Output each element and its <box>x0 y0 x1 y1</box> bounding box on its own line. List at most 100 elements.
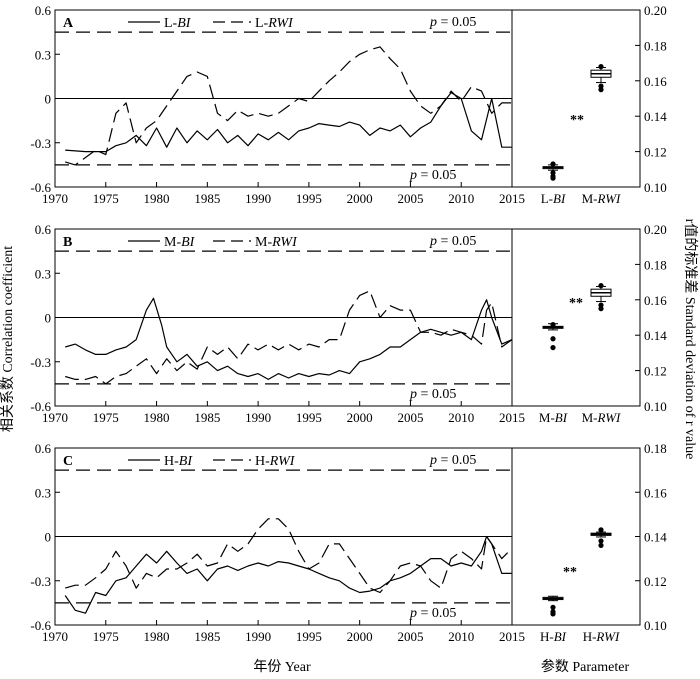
right-y-tick-label: 0.18 <box>644 257 667 272</box>
right-y-tick-label: 0.16 <box>644 485 667 500</box>
x-tick-label: 2000 <box>347 410 373 425</box>
x-tick-label: 1980 <box>144 191 170 206</box>
y-tick-label: -0.6 <box>30 180 51 195</box>
right-y-tick-label: 0.12 <box>644 574 667 589</box>
box-category-label: H-RWI <box>583 629 620 644</box>
legend-label: L-RWI <box>255 16 294 31</box>
threshold-label: p = 0.05 <box>409 606 456 621</box>
x-tick-label: 1990 <box>245 629 271 644</box>
legend-label: H-RWI <box>255 454 296 469</box>
y-tick-label: -0.6 <box>30 399 51 414</box>
series-line-L-RWI <box>65 46 512 166</box>
y-tick-label: 0.3 <box>35 485 51 500</box>
legend-label: M-BI <box>164 235 196 250</box>
x-tick-label: 1970 <box>42 629 68 644</box>
x-tick-label: 1975 <box>93 629 119 644</box>
x-tick-label: 2005 <box>397 410 423 425</box>
bottom-right-label: 参数 Parameter <box>541 658 630 675</box>
y-tick-label: 0 <box>45 311 52 326</box>
right-y-tick-label: 0.20 <box>644 3 667 18</box>
x-tick-label: 1975 <box>93 410 119 425</box>
box-outlier <box>598 527 604 533</box>
series-line-H-RWI <box>65 518 513 594</box>
right-y-tick-label: 0.14 <box>644 328 667 343</box>
legend-label: M-RWI <box>255 235 298 250</box>
threshold-label: p = 0.05 <box>409 387 456 402</box>
box-outlier <box>550 175 556 181</box>
legend-label: H-BI <box>164 454 193 469</box>
x-tick-label: 1985 <box>194 191 220 206</box>
x-tick-label: 1980 <box>144 629 170 644</box>
box-outlier <box>550 604 556 610</box>
right-y-tick-label: 0.14 <box>644 109 667 124</box>
x-tick-label: 2015 <box>499 191 525 206</box>
x-tick-label: 1995 <box>296 410 322 425</box>
box-outlier <box>550 336 556 342</box>
y-tick-label: 0.6 <box>35 222 52 237</box>
box-outlier <box>550 611 556 617</box>
panel-letter: C <box>63 454 73 469</box>
right-axis-label: r值的标准差 Standard deviation of r value <box>682 219 698 460</box>
box-outlier <box>550 161 556 167</box>
threshold-label: p = 0.05 <box>429 234 476 249</box>
box-outlier <box>598 538 604 544</box>
box-category-label: H-BI <box>540 629 567 644</box>
series-line-M-RWI <box>65 290 513 385</box>
y-tick-label: 0 <box>45 530 52 545</box>
x-tick-label: 2010 <box>448 410 474 425</box>
y-tick-label: -0.3 <box>30 355 51 370</box>
right-y-tick-label: 0.10 <box>644 399 667 414</box>
y-tick-label: 0.3 <box>35 266 51 281</box>
box-category-label: M-BI <box>539 410 568 425</box>
series-line-H-BI <box>64 535 512 614</box>
box-outlier <box>550 321 556 328</box>
y-tick-label: 0.6 <box>35 3 52 18</box>
box-category-label: L-BI <box>541 191 566 206</box>
panel-letter: B <box>63 235 72 250</box>
right-y-tick-label: 0.10 <box>644 618 667 633</box>
right-y-tick-label: 0.16 <box>644 74 667 89</box>
x-tick-label: 2015 <box>499 629 525 644</box>
box-category-label: M-RWI <box>582 410 621 425</box>
x-tick-label: 1985 <box>194 629 220 644</box>
box-outlier <box>598 283 604 289</box>
x-tick-label: 1995 <box>296 191 322 206</box>
series-line-M-BI <box>65 297 513 380</box>
series-line-L-BI <box>65 91 512 153</box>
box-outlier <box>550 344 556 351</box>
x-tick-label: 2005 <box>397 191 423 206</box>
y-tick-label: 0.3 <box>35 47 51 62</box>
bottom-left-label: 年份 Year <box>253 659 311 675</box>
threshold-label: p = 0.05 <box>409 168 456 183</box>
x-tick-label: 2005 <box>397 629 423 644</box>
x-tick-label: 2010 <box>448 191 474 206</box>
x-tick-label: 1970 <box>42 410 68 425</box>
x-tick-label: 2015 <box>499 410 525 425</box>
panel-letter: A <box>63 16 74 31</box>
right-y-tick-label: 0.12 <box>644 145 667 160</box>
y-tick-label: 0 <box>45 92 52 107</box>
right-y-tick-label: 0.20 <box>644 222 667 237</box>
significance-label: ** <box>569 296 583 311</box>
x-tick-label: 2000 <box>347 191 373 206</box>
x-tick-label: 1990 <box>245 410 271 425</box>
legend-label: L-BI <box>164 16 192 31</box>
x-tick-label: 1995 <box>296 629 322 644</box>
y-tick-label: -0.3 <box>30 574 51 589</box>
x-tick-label: 2000 <box>347 629 373 644</box>
right-y-tick-label: 0.18 <box>644 441 667 456</box>
threshold-label: p = 0.05 <box>429 15 476 30</box>
threshold-label: p = 0.05 <box>429 453 476 468</box>
right-y-tick-label: 0.12 <box>644 364 667 379</box>
x-tick-label: 1975 <box>93 191 119 206</box>
box-outlier <box>598 542 604 548</box>
y-tick-label: -0.6 <box>30 618 51 633</box>
y-tick-label: 0.6 <box>35 441 52 456</box>
right-y-tick-label: 0.10 <box>644 180 667 195</box>
significance-label: ** <box>563 565 577 580</box>
